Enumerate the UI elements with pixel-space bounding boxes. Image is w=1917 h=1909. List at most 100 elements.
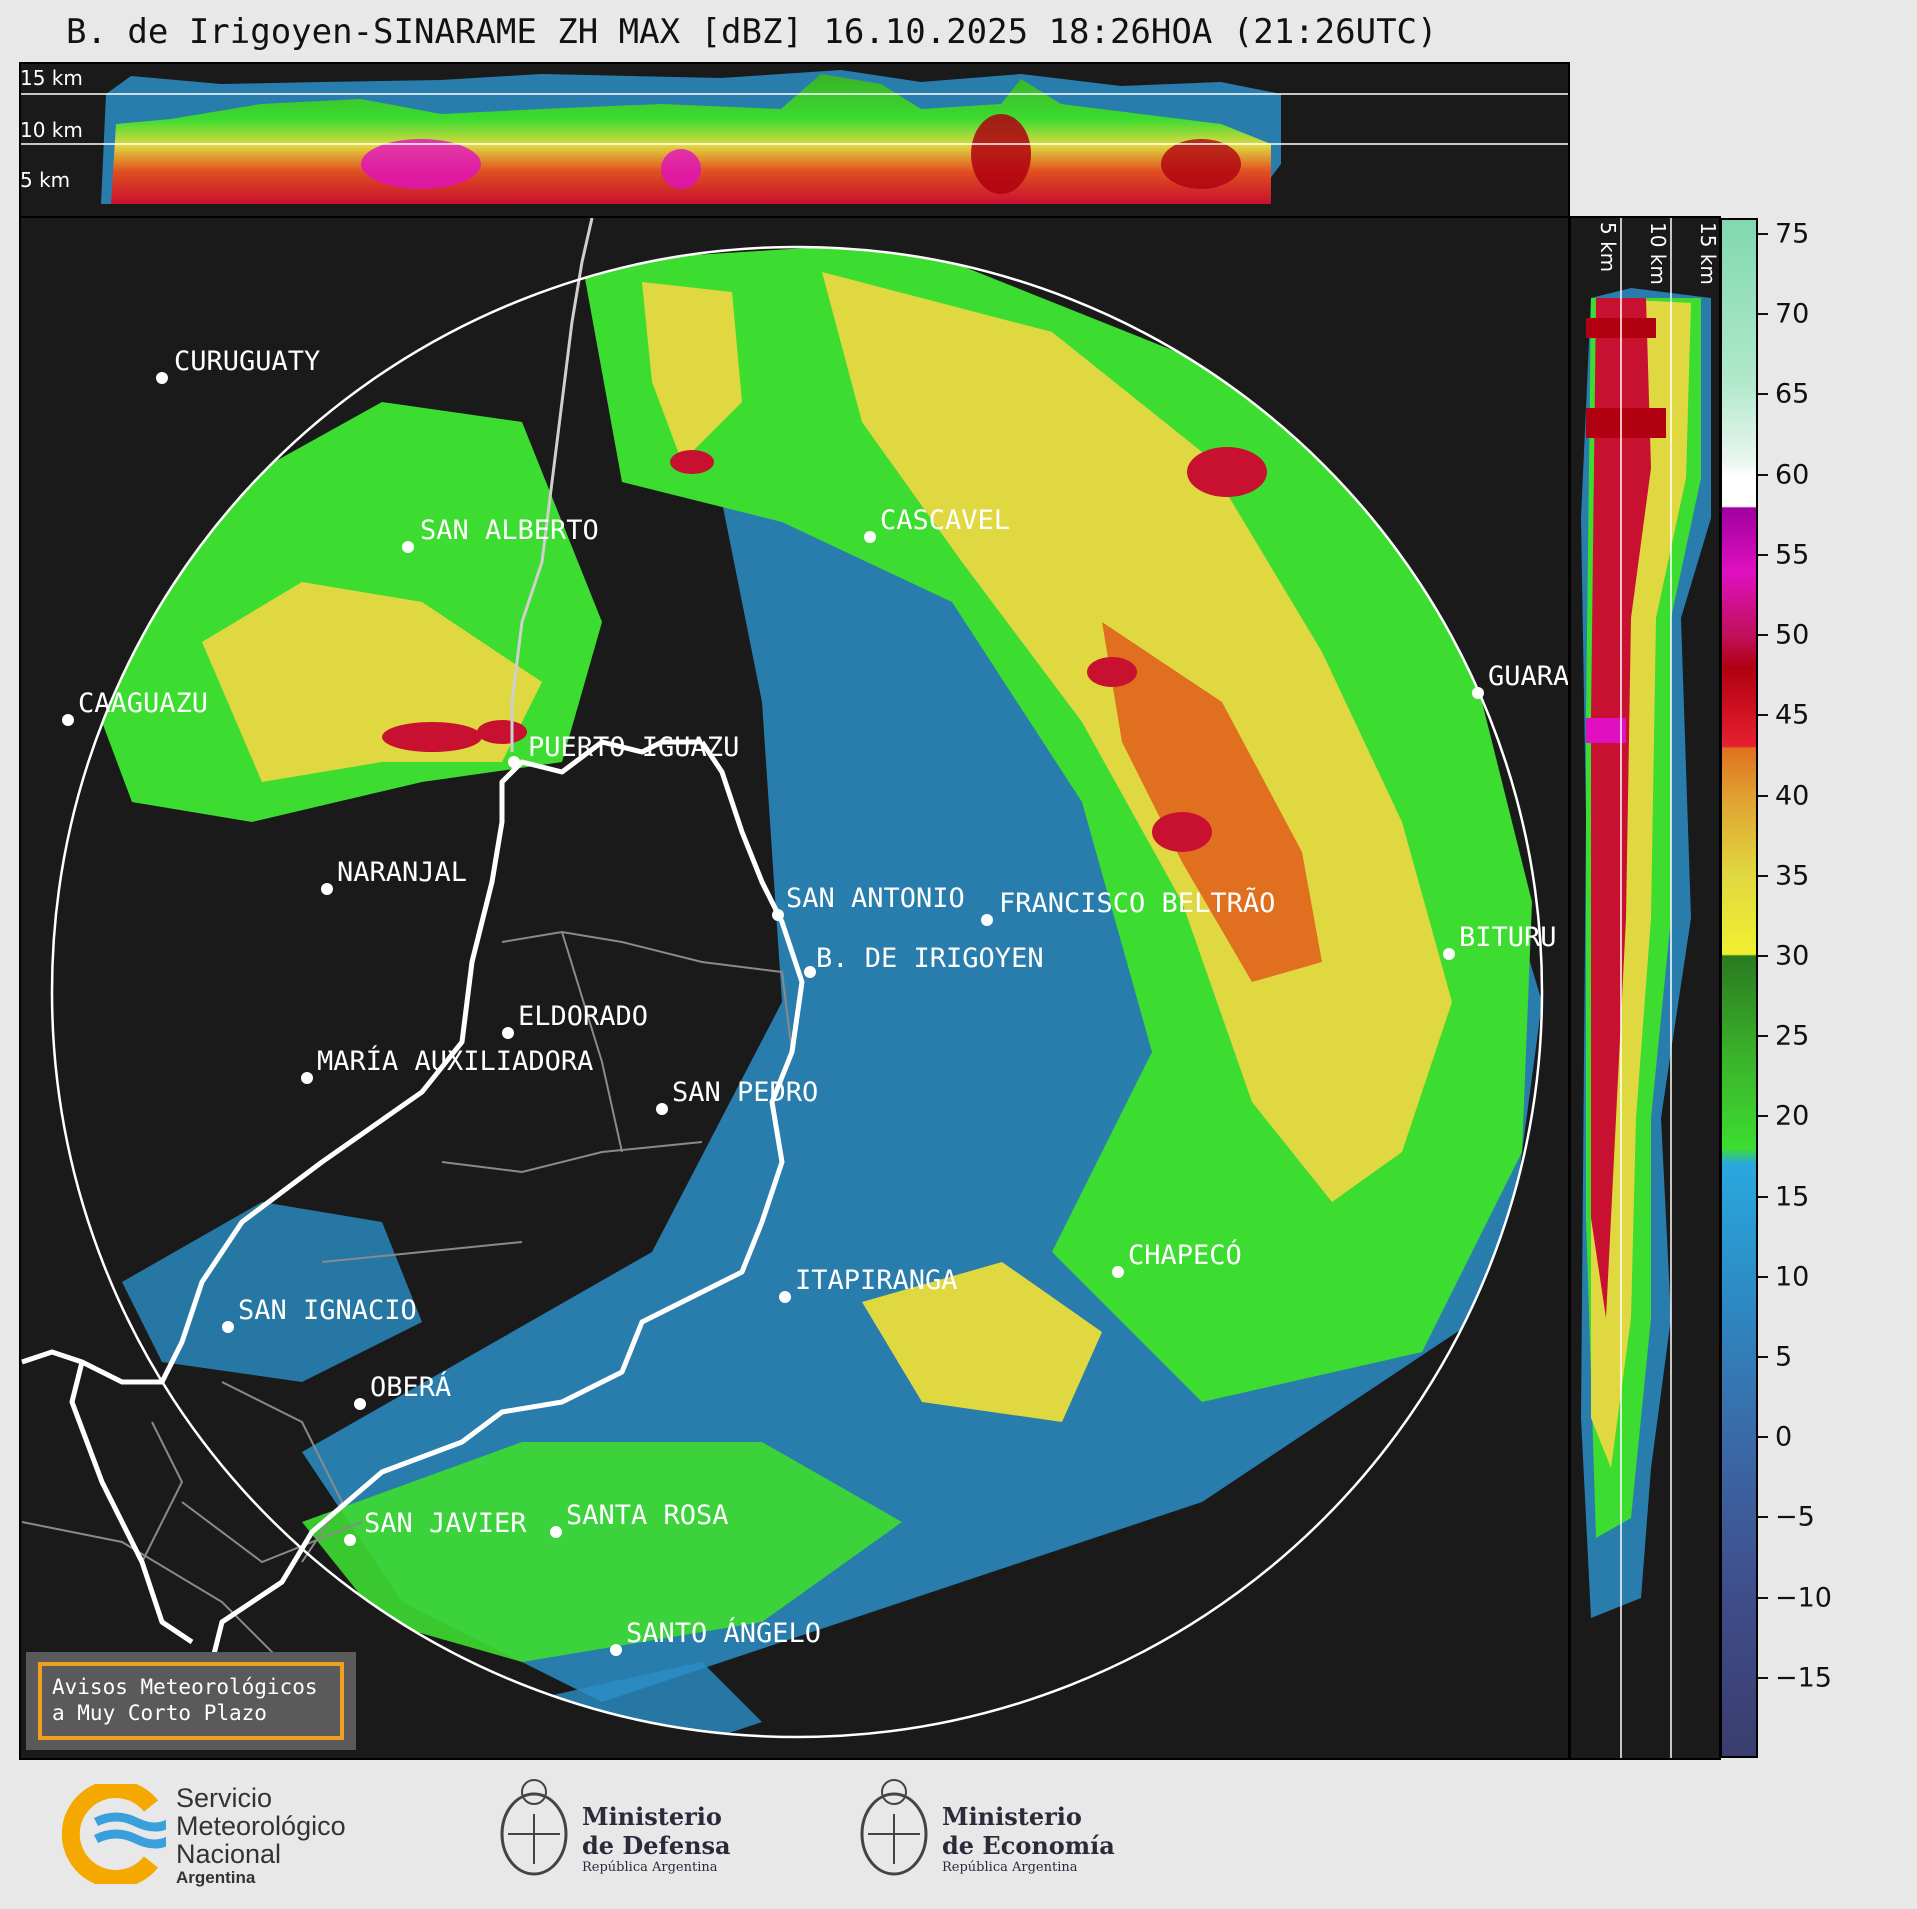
city-cascavel: CASCAVEL (864, 505, 1010, 543)
city-label: SAN JAVIER (364, 1508, 527, 1539)
colorbar-tick-mark (1758, 1035, 1768, 1038)
city-ober-: OBERÁ (354, 1371, 451, 1410)
defensa-logo: Ministerio de Defensa República Argentin… (494, 1774, 754, 1894)
colorbar-tick-label: 15 (1775, 1181, 1810, 1213)
warning-box: Avisos Meteorológicos a Muy Corto Plazo (26, 1652, 356, 1750)
city-naranjal: NARANJAL (321, 857, 467, 895)
city-dot (321, 883, 333, 895)
radar-title: B. de Irigoyen-SINARAME ZH MAX [dBZ] 16.… (66, 12, 1438, 52)
colorbar-tick-label: 30 (1775, 940, 1810, 972)
colorbar-tick-label: 75 (1775, 218, 1810, 250)
colorbar-tick-label: 20 (1775, 1100, 1810, 1132)
defensa-line-3: República Argentina (582, 1860, 718, 1875)
colorbar-tick-label: 35 (1775, 860, 1810, 892)
colorbar-tick-mark (1758, 473, 1768, 476)
echo-green-south (302, 1442, 902, 1662)
city-dot (502, 1027, 514, 1039)
colorbar-tick-label: 40 (1775, 780, 1810, 811)
city-itapiranga: ITAPIRANGA (779, 1265, 958, 1303)
colorbar-tick-mark (1758, 1195, 1768, 1198)
colorbar-tick-mark (1758, 1115, 1768, 1118)
coat-of-arms-icon (860, 1779, 928, 1876)
echo-orange-core (1102, 622, 1322, 982)
paraguay-brazil-border (510, 218, 594, 752)
city-san-ignacio: SAN IGNACIO (222, 1295, 417, 1333)
city-dot (301, 1072, 313, 1084)
colorbar-tick-label: −5 (1775, 1501, 1815, 1533)
city-label: FRANCISCO BELTRÃO (999, 887, 1275, 919)
warning-line-2: a Muy Corto Plazo (52, 1701, 267, 1725)
city-san-javier: SAN JAVIER (344, 1508, 527, 1546)
side-height-15km: 15 km (1696, 222, 1720, 285)
city-label: OBERÁ (370, 1371, 451, 1403)
echo-yellow-north-cell (642, 282, 742, 462)
city-caaguazu: CAAGUAZU (62, 688, 208, 726)
city-label: SANTO ÁNGELO (626, 1617, 821, 1649)
city-label: NARANJAL (337, 857, 467, 888)
city-dot (779, 1291, 791, 1303)
colorbar-tick-mark (1758, 954, 1768, 957)
smn-logo-icon (61, 1784, 166, 1884)
city-label: SAN ALBERTO (420, 515, 599, 546)
top-height-5km: 5 km (20, 168, 71, 192)
city-dot (222, 1321, 234, 1333)
side-height-10km: 10 km (1646, 222, 1670, 285)
city-puerto-iguazu: PUERTO IGUAZU (508, 732, 739, 768)
city-dot (508, 756, 520, 768)
city-dot (804, 966, 816, 978)
city-dot (610, 1644, 622, 1656)
city-label: MARÍA AUXILIADORA (317, 1045, 593, 1077)
city-francisco-beltr-o: FRANCISCO BELTRÃO (981, 887, 1275, 926)
city-label: ELDORADO (518, 1001, 648, 1032)
city-dot (550, 1526, 562, 1538)
colorbar-tick-mark (1758, 714, 1768, 717)
economia-logo: Ministerio de Economía República Argenti… (854, 1774, 1134, 1894)
city-dot (354, 1398, 366, 1410)
top-height-15km: 15 km (20, 66, 83, 90)
colorbar-tick-label: 10 (1775, 1261, 1810, 1293)
city-markers: CURUGUATY SAN ALBERTO CAAGUAZU CASCAVEL GUAR… (62, 346, 1568, 1656)
city-dot (402, 541, 414, 553)
colorbar-tick-label: 45 (1775, 699, 1810, 731)
colorbar-tick-label: 0 (1775, 1421, 1793, 1453)
city-santo-ngelo: SANTO ÁNGELO (610, 1617, 821, 1656)
municipal-borders (21, 930, 793, 1663)
colorbar-tick-mark (1758, 233, 1768, 236)
dbz-colorbar (1720, 218, 1758, 1758)
city-bituru: BITURU (1443, 922, 1557, 960)
range-ring-240km (50, 245, 1544, 1739)
colorbar-tick-label: 25 (1775, 1020, 1810, 1052)
colorbar-tick-mark (1758, 1676, 1768, 1679)
colorbar-tick-mark (1758, 1355, 1768, 1358)
city-santa-rosa: SANTA ROSA (550, 1500, 729, 1538)
side-cross-section-panel (1569, 216, 1721, 1760)
city-dot (1472, 687, 1484, 699)
echo-blue-southwest (522, 1662, 762, 1737)
city-label: SAN ANTONIO (786, 883, 965, 914)
city-label: ITAPIRANGA (795, 1265, 958, 1296)
echo-yellow-south (862, 1262, 1102, 1422)
radar-map-svg: CURUGUATY SAN ALBERTO CAAGUAZU CASCAVEL GUAR… (21, 218, 1568, 1739)
city-b-de-irigoyen: B. DE IRIGOYEN (804, 943, 1044, 978)
colorbar-tick-label: −15 (1775, 1662, 1832, 1694)
colorbar-tick-label: 65 (1775, 378, 1810, 410)
economia-line-2: de Economía (942, 1831, 1115, 1860)
city-label: SAN IGNACIO (238, 1295, 417, 1326)
city-label: CURUGUATY (174, 346, 320, 377)
colorbar-tick-label: −10 (1775, 1582, 1832, 1614)
city-dot (864, 531, 876, 543)
smn-logo: Servicio Meteorológico Nacional Argentin… (56, 1783, 396, 1887)
colorbar-tick-label: 55 (1775, 539, 1810, 571)
city-label: SAN PEDRO (672, 1077, 818, 1108)
reflectivity-field (102, 247, 1542, 1737)
coat-of-arms-icon (500, 1779, 568, 1876)
colorbar-tick-mark (1758, 1596, 1768, 1599)
city-san-alberto: SAN ALBERTO (402, 515, 599, 553)
city-dot (1443, 948, 1455, 960)
city-label: BITURU (1459, 922, 1557, 953)
city-curuguaty: CURUGUATY (156, 346, 320, 384)
smn-line-1: Servicio (176, 1783, 273, 1813)
defensa-line-2: de Defensa (582, 1831, 731, 1860)
colorbar-tick-mark (1758, 634, 1768, 637)
city-label: SANTA ROSA (566, 1500, 729, 1531)
